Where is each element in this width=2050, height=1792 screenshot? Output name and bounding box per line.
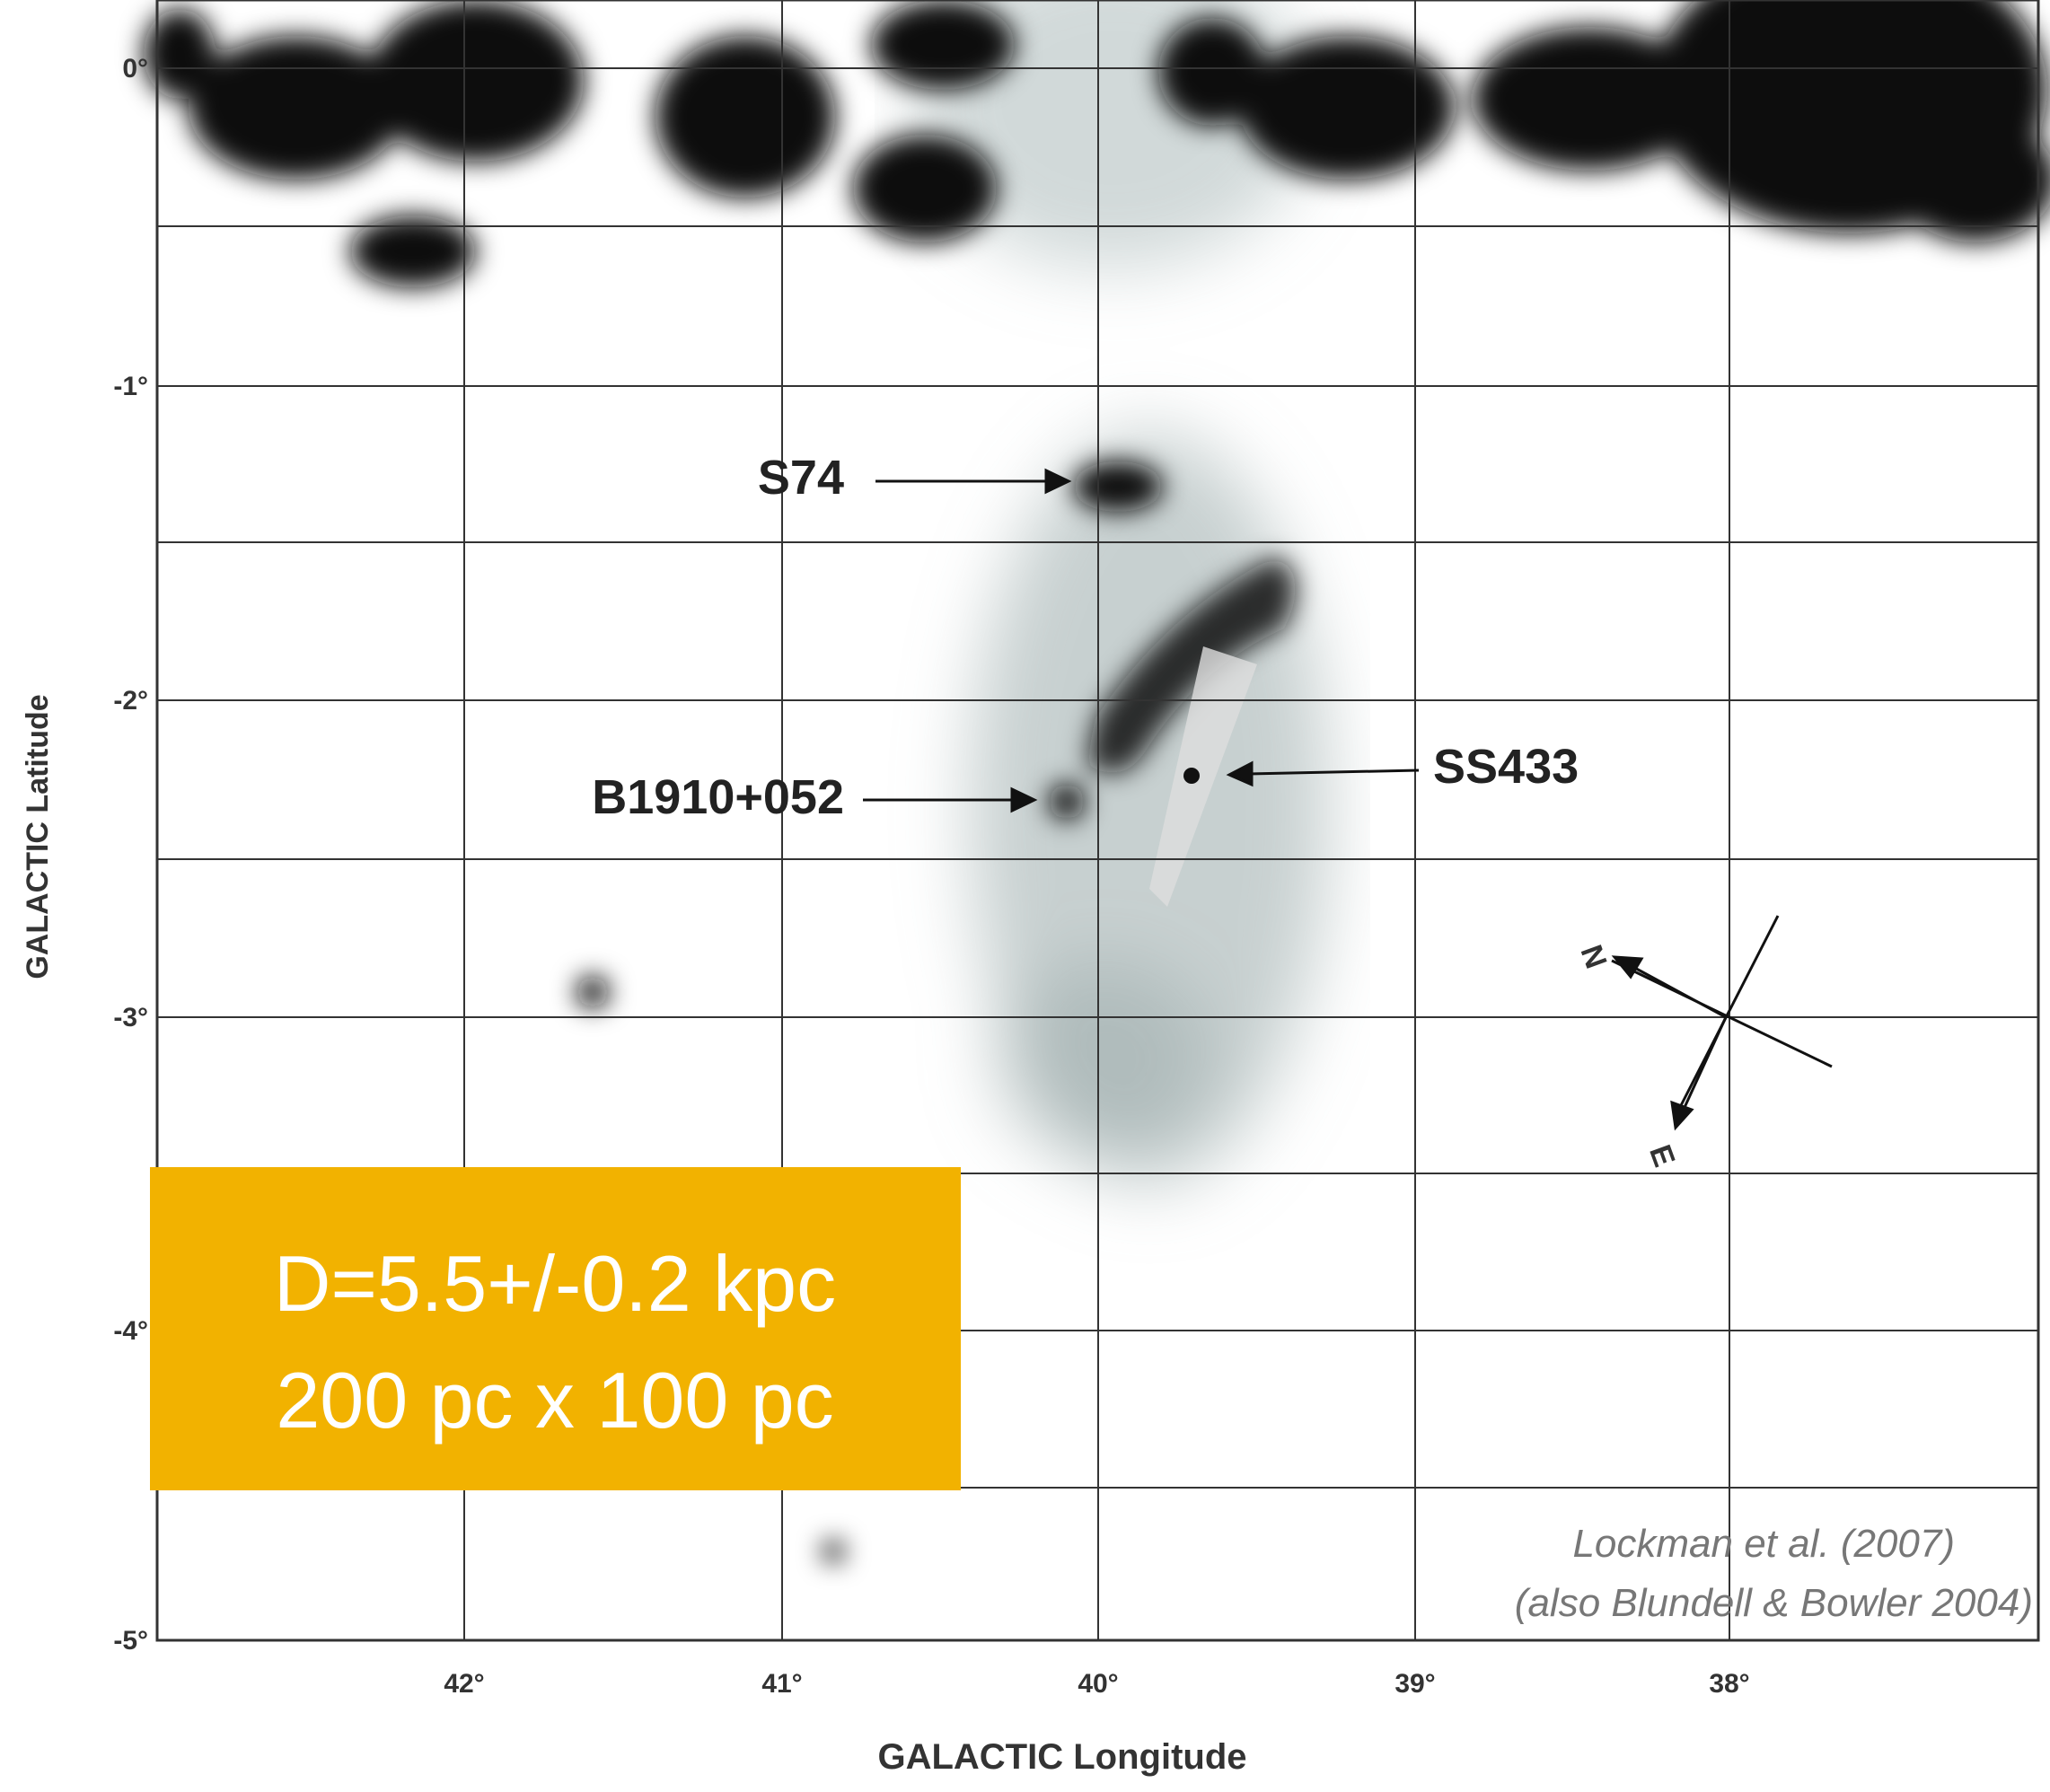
credit: Lockman et al. (2007) <box>1572 1522 1955 1566</box>
x-tick-label: 42° <box>444 1669 484 1699</box>
x-tick-label: 41° <box>761 1669 802 1699</box>
y-axis-title: GALACTIC Latitude <box>21 694 55 979</box>
x-axis-title: GALACTIC Longitude <box>877 1737 1246 1777</box>
y-tick-label: -2° <box>113 686 148 716</box>
x-tick-label: 38° <box>1709 1669 1749 1699</box>
label-ss433: SS433 <box>1433 740 1579 794</box>
label-s74: S74 <box>758 451 844 505</box>
x-tick-label: 40° <box>1078 1669 1118 1699</box>
overlay-line: 200 pc x 100 pc <box>276 1356 833 1445</box>
credit: (also Blundell & Bowler 2004) <box>1515 1581 2033 1625</box>
figure: 0° -1° -2° -3° -4° -5° 42° 41° 40° 39° 38° GALACT… <box>0 0 2050 1792</box>
y-tick-label: -3° <box>113 1003 148 1032</box>
y-tick-label: -5° <box>113 1626 148 1656</box>
overlay-line: D=5.5+/-0.2 kpc <box>274 1239 836 1328</box>
y-tick-label: -4° <box>113 1316 148 1346</box>
x-tick-label: 39° <box>1395 1669 1435 1699</box>
y-tick-label: 0° <box>122 54 148 83</box>
y-tick-label: -1° <box>113 372 148 401</box>
label-b1910: B1910+052 <box>592 770 844 824</box>
